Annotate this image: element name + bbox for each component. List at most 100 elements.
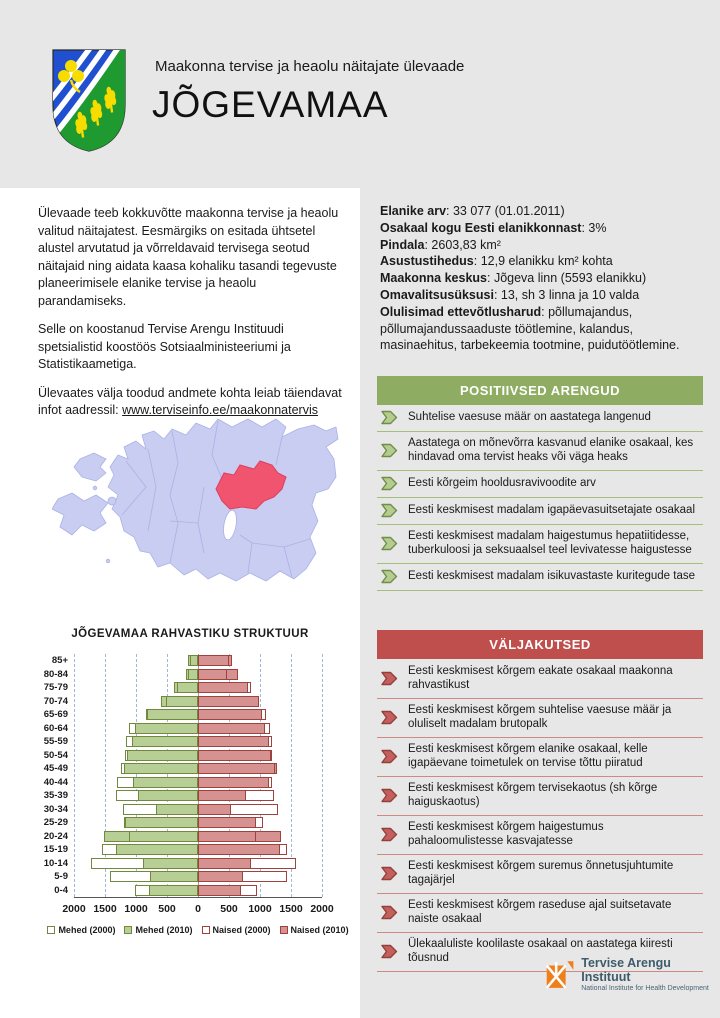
- legend-label: Naised (2000): [212, 925, 271, 935]
- fact-label: Pindala: [380, 237, 425, 252]
- fact-line: Maakonna keskus: Jõgeva linn (5593 elani…: [380, 270, 702, 287]
- gridline: [291, 654, 292, 897]
- y-axis-label: 0-4: [54, 884, 68, 896]
- bar-mehed-2000: [124, 749, 198, 761]
- bar-naised-2000: [198, 830, 256, 842]
- challenges-item-text: Eesti keskmisest kõrgem suremus õnnetusj…: [408, 860, 674, 886]
- positive-list: Suhtelise vaesuse määr on aastatega lang…: [377, 405, 703, 591]
- challenges-item: Eesti keskmisest kõrgem raseduse ajal su…: [377, 894, 703, 933]
- x-axis-label: 0: [195, 903, 201, 915]
- bar-mehed-2000: [121, 763, 198, 774]
- terviseinfo-link[interactable]: www.terviseinfo.ee/maakonnatervis: [122, 403, 319, 417]
- legend-item: Mehed (2010): [124, 925, 193, 935]
- gridline: [229, 654, 230, 897]
- arrow-bullet-icon: [381, 710, 398, 725]
- fact-value: : 2603,83 km²: [424, 237, 501, 252]
- challenges-item: Ülekaaluliste koolilaste osakaal on aast…: [377, 933, 703, 972]
- tai-logo: Tervise Arengu Instituut National Instit…: [545, 956, 720, 993]
- x-axis-label: 1000: [248, 903, 272, 915]
- arrow-bullet-icon: [381, 503, 398, 518]
- bar-mehed-2000: [124, 817, 198, 828]
- bar-mehed-2000: [128, 722, 198, 734]
- positive-section-header: POSITIIVSED ARENGUD: [377, 376, 703, 405]
- challenges-item-text: Eesti keskmisest kõrgem eakate osakaal m…: [408, 665, 673, 691]
- pyramid-row: [74, 830, 322, 844]
- positive-section-title: POSITIIVSED ARENGUD: [460, 383, 620, 398]
- y-axis-label: 70-74: [43, 695, 68, 707]
- legend-item: Naised (2000): [201, 925, 271, 935]
- intro-paragraph-3: Ülevaates välja toodud andmete kohta lei…: [38, 385, 344, 420]
- fact-label: Asustustihedus: [380, 254, 474, 269]
- bar-mehed-2000: [117, 776, 198, 788]
- page-title: JÕGEVAMAA: [152, 84, 389, 125]
- tai-logo-title: Tervise Arengu Instituut: [581, 956, 671, 984]
- pyramid-row: [74, 776, 322, 790]
- positive-item-text: Eesti kõrgeim hooldusravivoodite arv: [408, 476, 596, 489]
- y-axis-label: 30-34: [43, 803, 68, 815]
- challenges-item: Eesti keskmisest kõrgem elanike osakaal,…: [377, 738, 703, 777]
- bar-naised-2000-bg: [198, 803, 278, 815]
- pyramid-row: [74, 722, 322, 736]
- fact-line: Olulisimad ettevõtlusharud: põllumajandu…: [380, 304, 702, 354]
- saaremaa-island: [52, 492, 109, 536]
- arrow-bullet-icon: [381, 827, 398, 842]
- y-axis-label: 20-24: [43, 830, 68, 842]
- bar-naised-2000: [198, 695, 260, 707]
- bar-mehed-2000: [189, 655, 198, 666]
- legend-item: Mehed (2000): [47, 925, 115, 935]
- bar-naised-2000: [198, 803, 278, 815]
- arrow-bullet-icon: [381, 905, 398, 920]
- bar-mehed-2000: [187, 668, 198, 680]
- positive-item: Aastatega on mõnevõrra kasvanud elanike …: [377, 432, 703, 471]
- y-axis-label: 50-54: [43, 749, 68, 761]
- bar-naised-2000: [198, 817, 263, 828]
- bar-mehed-2000: [177, 682, 198, 693]
- arrow-bullet-icon: [381, 749, 398, 764]
- y-axis-label: 55-59: [43, 736, 68, 747]
- document-subtitle: Maakonna tervise ja heaolu näitajate üle…: [155, 58, 465, 75]
- positive-item-text: Eesti keskmisest madalam isikuvastaste k…: [408, 569, 695, 582]
- legend-label: Mehed (2010): [135, 925, 193, 935]
- challenges-section-header: VÄLJAKUTSED: [377, 630, 703, 659]
- bar-mehed-2000: [115, 790, 198, 801]
- y-axis-label: 10-14: [43, 857, 68, 869]
- y-axis-label: 25-29: [43, 817, 68, 828]
- gridline: [167, 654, 168, 897]
- fact-line: Pindala: 2603,83 km²: [380, 237, 702, 254]
- pyramid-row: [74, 789, 322, 803]
- legend-label: Naised (2010): [290, 925, 349, 935]
- x-axis-label: 1500: [93, 903, 117, 915]
- fact-line: Elanike arv: 33 077 (01.01.2011): [380, 203, 702, 220]
- arrow-bullet-icon: [381, 410, 398, 425]
- pyramid-row: [74, 749, 322, 763]
- y-axis-label: 35-39: [43, 790, 68, 801]
- gridline: [74, 654, 75, 897]
- y-axis-label: 80-84: [43, 668, 68, 680]
- gridline: [105, 654, 106, 897]
- positive-item: Eesti keskmisest madalam igapäevasuitset…: [377, 498, 703, 525]
- bar-mehed-2000: [101, 844, 198, 855]
- y-axis-label: 60-64: [43, 722, 68, 734]
- x-axis-label: 1000: [124, 903, 148, 915]
- bar-mehed-2000: [166, 695, 198, 707]
- y-axis-label: 40-44: [43, 776, 68, 788]
- x-axis-label: 500: [220, 903, 238, 915]
- positive-item: Eesti kõrgeim hooldusravivoodite arv: [377, 471, 703, 498]
- positive-item: Eesti keskmisest madalam haigestumus hep…: [377, 525, 703, 564]
- pyramid-row: [74, 870, 322, 884]
- fact-line: Osakaal kogu Eesti elanikkonnast: 3%: [380, 220, 702, 237]
- pyramid-row: [74, 708, 322, 722]
- y-axis-label: 75-79: [43, 682, 68, 693]
- fact-value: : 33 077 (01.01.2011): [446, 204, 565, 218]
- y-axis-label: 15-19: [43, 844, 68, 855]
- chart-plot-area: [74, 654, 323, 898]
- gridline: [136, 654, 137, 897]
- arrow-bullet-icon: [381, 866, 398, 881]
- arrow-bullet-icon: [381, 671, 398, 686]
- arrow-bullet-icon: [381, 443, 398, 458]
- fact-value: : 12,9 elanikku km² kohta: [473, 254, 613, 269]
- positive-item: Suhtelise vaesuse määr on aastatega lang…: [377, 405, 703, 432]
- jogevamaa-highlight: [215, 460, 287, 510]
- bar-naised-2000: [198, 668, 228, 680]
- chart-title: JÕGEVAMAA RAHVASTIKU STRUKTUUR: [71, 628, 309, 640]
